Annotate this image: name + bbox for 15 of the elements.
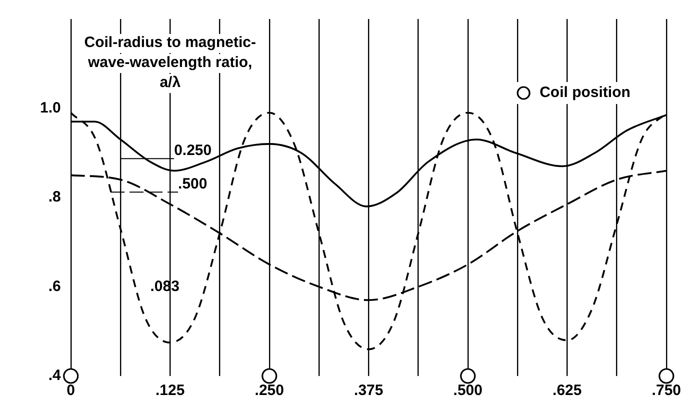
x-tick-label: .625 (552, 382, 582, 400)
y-tick-label: .8 (48, 188, 61, 206)
x-tick-label: .375 (354, 382, 384, 400)
y-tick-label: .4 (48, 367, 62, 384)
legend-label: 0.250 (174, 142, 212, 159)
y-tick-label: 1.0 (40, 99, 61, 116)
x-tick-label: .250 (254, 382, 284, 400)
y-tick-label: .6 (48, 278, 61, 295)
legend-label: Coil position (540, 84, 630, 102)
x-tick-label: .125 (156, 382, 185, 400)
x-tick-label: .500 (453, 382, 482, 400)
x-tick-label: .750 (652, 382, 682, 400)
legend-title: Coil-radius to magnetic- wave-wavelength ratio, a/λ (84, 34, 256, 92)
legend-label: .500 (178, 175, 208, 192)
x-tick-label: 0 (66, 382, 76, 400)
